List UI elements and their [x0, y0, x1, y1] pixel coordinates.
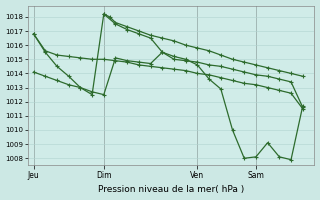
X-axis label: Pression niveau de la mer( hPa ): Pression niveau de la mer( hPa ): [98, 185, 244, 194]
